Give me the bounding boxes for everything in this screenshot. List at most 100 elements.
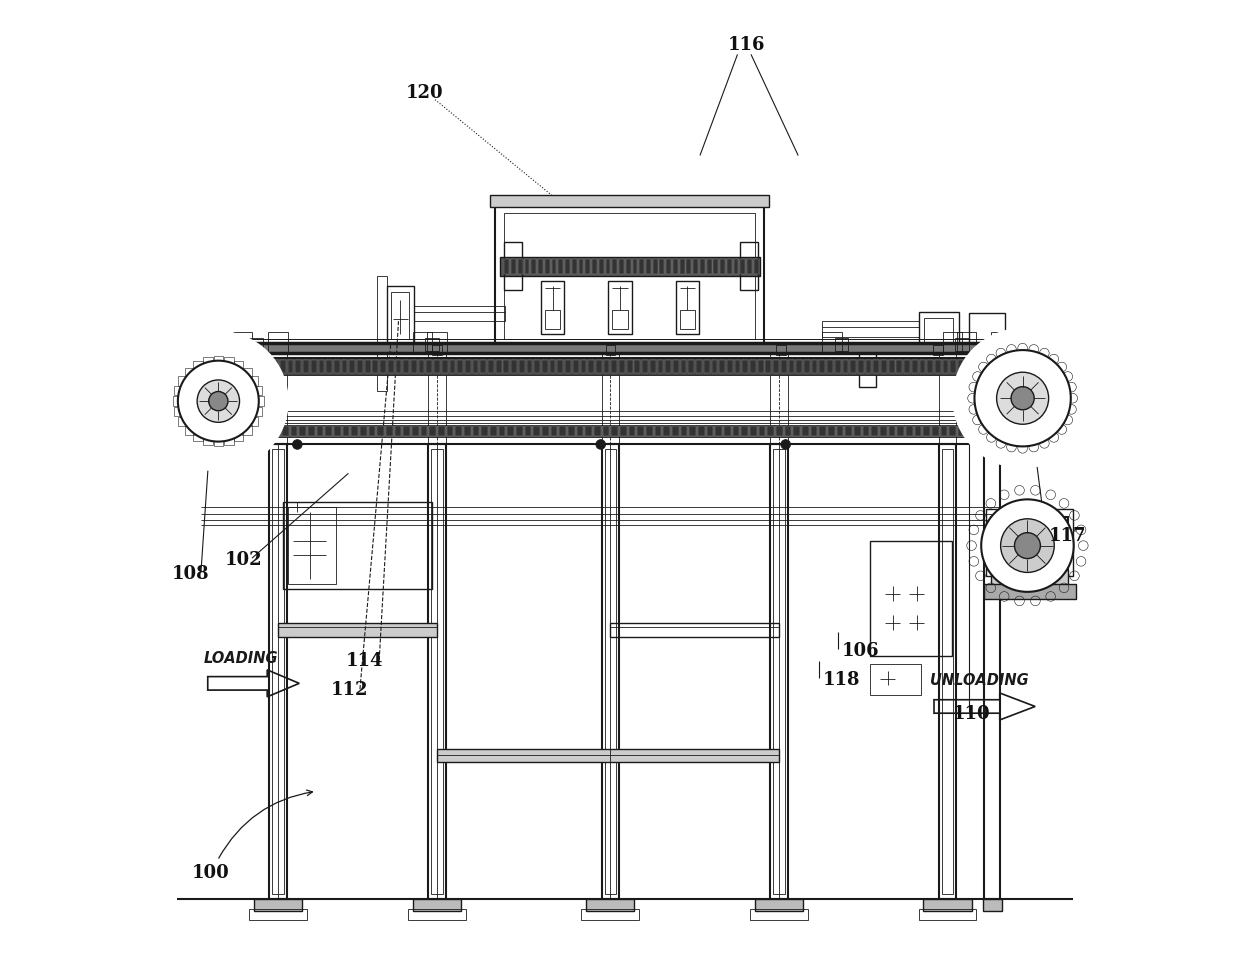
Bar — [973, 359, 980, 373]
Circle shape — [1014, 532, 1040, 558]
Bar — [835, 337, 848, 351]
Bar — [249, 359, 255, 373]
Bar — [544, 310, 560, 328]
Bar — [357, 359, 363, 373]
Circle shape — [1011, 386, 1034, 410]
Bar — [837, 426, 843, 436]
Bar — [342, 359, 347, 373]
Bar — [299, 426, 306, 436]
Bar — [642, 359, 649, 373]
Bar — [991, 331, 1011, 353]
Bar — [673, 259, 678, 274]
Bar — [1028, 359, 1033, 373]
Bar — [559, 426, 565, 436]
Bar — [610, 623, 779, 638]
Bar — [991, 570, 1068, 589]
Bar — [812, 359, 817, 373]
Bar — [527, 359, 532, 373]
Bar — [955, 337, 968, 351]
Bar — [234, 359, 239, 373]
Bar — [707, 259, 712, 274]
Bar — [605, 449, 616, 895]
Bar — [676, 281, 699, 333]
Bar — [446, 426, 454, 436]
Bar — [542, 426, 549, 436]
Bar — [326, 359, 332, 373]
Bar — [781, 359, 786, 373]
Bar — [288, 359, 294, 373]
Bar — [1019, 426, 1025, 436]
Bar — [985, 584, 1075, 599]
Bar — [224, 436, 233, 445]
Bar — [191, 354, 264, 442]
Bar — [1002, 426, 1008, 436]
Bar — [734, 259, 739, 274]
Bar — [565, 359, 570, 373]
Bar — [680, 310, 696, 328]
Bar — [822, 331, 842, 353]
Bar — [268, 331, 288, 353]
Bar — [179, 376, 188, 385]
Bar — [976, 426, 982, 436]
Bar — [911, 359, 918, 373]
Bar — [278, 623, 436, 638]
Bar — [635, 359, 640, 373]
Bar — [503, 359, 510, 373]
Bar — [213, 437, 223, 446]
Bar — [248, 376, 258, 385]
Bar — [991, 517, 1068, 570]
Bar — [533, 426, 541, 436]
Bar — [981, 359, 987, 373]
Bar — [464, 426, 471, 436]
Bar — [185, 425, 195, 435]
Bar — [613, 310, 627, 328]
Bar — [713, 259, 718, 274]
Circle shape — [1001, 519, 1054, 573]
Bar — [748, 259, 751, 274]
Bar — [941, 426, 947, 436]
Bar — [396, 359, 402, 373]
Bar — [950, 359, 956, 373]
Bar — [413, 899, 461, 911]
Bar — [613, 259, 618, 274]
Bar — [724, 426, 730, 436]
Bar — [403, 426, 410, 436]
Bar — [770, 444, 787, 899]
Bar — [273, 426, 280, 436]
Bar — [932, 345, 942, 355]
Bar — [505, 242, 522, 291]
Bar — [433, 345, 441, 355]
Bar — [897, 359, 903, 373]
Bar — [201, 343, 1039, 353]
Bar — [408, 909, 466, 921]
Bar — [727, 359, 733, 373]
Text: 118: 118 — [822, 671, 859, 690]
Bar — [428, 444, 445, 899]
Bar — [957, 331, 976, 353]
Bar — [226, 359, 232, 373]
Bar — [518, 259, 523, 274]
Bar — [854, 426, 861, 436]
Bar — [693, 259, 698, 274]
Bar — [768, 426, 774, 436]
Bar — [558, 259, 563, 274]
Bar — [740, 259, 745, 274]
Bar — [585, 426, 591, 436]
Bar — [915, 426, 921, 436]
Bar — [988, 359, 1050, 437]
Circle shape — [975, 350, 1071, 446]
Bar — [828, 426, 835, 436]
Bar — [712, 359, 717, 373]
Circle shape — [293, 440, 303, 449]
Bar — [981, 354, 1054, 442]
Bar — [619, 259, 624, 274]
Bar — [432, 449, 443, 895]
Bar — [342, 426, 350, 436]
Bar — [360, 426, 367, 436]
Bar — [579, 259, 583, 274]
Bar — [755, 899, 804, 911]
Bar — [604, 359, 609, 373]
Bar — [1012, 359, 1018, 373]
Bar — [419, 359, 424, 373]
Bar — [640, 259, 644, 274]
